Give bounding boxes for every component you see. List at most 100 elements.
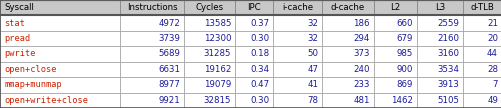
Text: 5105: 5105	[436, 96, 458, 105]
Bar	[235, 77, 273, 93]
Bar	[416, 15, 462, 31]
Bar	[0, 15, 120, 31]
Text: Instructions: Instructions	[126, 3, 177, 12]
Bar	[184, 46, 235, 62]
Text: 8977: 8977	[158, 80, 180, 89]
Text: 0.47: 0.47	[249, 80, 269, 89]
Bar	[273, 46, 322, 62]
Text: 186: 186	[353, 19, 369, 28]
Bar	[462, 15, 501, 31]
Text: 28: 28	[486, 65, 497, 74]
Bar	[462, 0, 501, 15]
Bar	[322, 0, 373, 15]
Bar	[416, 93, 462, 108]
Text: open+close: open+close	[4, 65, 57, 74]
Text: 900: 900	[396, 65, 412, 74]
Text: 47: 47	[307, 65, 318, 74]
Bar	[373, 62, 416, 77]
Text: open+write+close: open+write+close	[4, 96, 88, 105]
Text: 2559: 2559	[436, 19, 458, 28]
Text: 41: 41	[307, 80, 318, 89]
Text: 0.30: 0.30	[249, 34, 269, 43]
Bar	[120, 31, 184, 46]
Bar	[235, 15, 273, 31]
Bar	[235, 31, 273, 46]
Bar	[373, 93, 416, 108]
Bar	[416, 31, 462, 46]
Text: 13585: 13585	[203, 19, 231, 28]
Text: 2160: 2160	[436, 34, 458, 43]
Bar	[373, 31, 416, 46]
Bar	[373, 46, 416, 62]
Bar	[184, 0, 235, 15]
Bar	[462, 93, 501, 108]
Bar	[416, 0, 462, 15]
Bar	[184, 31, 235, 46]
Text: 3160: 3160	[436, 49, 458, 59]
Text: mmap+munmap: mmap+munmap	[4, 80, 62, 89]
Bar	[373, 77, 416, 93]
Bar	[235, 93, 273, 108]
Bar	[273, 15, 322, 31]
Text: 660: 660	[396, 19, 412, 28]
Bar	[120, 77, 184, 93]
Text: 679: 679	[396, 34, 412, 43]
Bar	[0, 62, 120, 77]
Text: d-cache: d-cache	[330, 3, 364, 12]
Text: 869: 869	[396, 80, 412, 89]
Bar	[273, 0, 322, 15]
Bar	[416, 62, 462, 77]
Bar	[184, 15, 235, 31]
Bar	[120, 0, 184, 15]
Bar	[416, 46, 462, 62]
Text: 0.37: 0.37	[249, 19, 269, 28]
Text: 19162: 19162	[203, 65, 231, 74]
Text: i-cache: i-cache	[282, 3, 313, 12]
Bar	[0, 0, 120, 15]
Text: 4972: 4972	[158, 19, 180, 28]
Text: L2: L2	[390, 3, 400, 12]
Text: Syscall: Syscall	[4, 3, 34, 12]
Bar	[0, 77, 120, 93]
Bar	[0, 46, 120, 62]
Bar	[0, 31, 120, 46]
Text: 32: 32	[307, 19, 318, 28]
Bar	[416, 77, 462, 93]
Bar	[322, 15, 373, 31]
Text: 0.34: 0.34	[249, 65, 269, 74]
Text: 481: 481	[353, 96, 369, 105]
Text: 32: 32	[307, 34, 318, 43]
Text: 78: 78	[307, 96, 318, 105]
Text: 294: 294	[353, 34, 369, 43]
Text: 9921: 9921	[158, 96, 180, 105]
Text: L3: L3	[434, 3, 444, 12]
Bar	[462, 62, 501, 77]
Text: 49: 49	[486, 96, 497, 105]
Text: pwrite: pwrite	[4, 49, 36, 59]
Text: 6631: 6631	[158, 65, 180, 74]
Bar	[235, 62, 273, 77]
Text: 3913: 3913	[436, 80, 458, 89]
Bar	[120, 15, 184, 31]
Text: 985: 985	[396, 49, 412, 59]
Bar	[273, 93, 322, 108]
Text: 50: 50	[307, 49, 318, 59]
Text: 31285: 31285	[203, 49, 231, 59]
Text: 240: 240	[353, 65, 369, 74]
Bar	[184, 93, 235, 108]
Bar	[235, 46, 273, 62]
Bar	[462, 46, 501, 62]
Bar	[120, 93, 184, 108]
Bar	[120, 46, 184, 62]
Text: pread: pread	[4, 34, 30, 43]
Text: 20: 20	[486, 34, 497, 43]
Text: 233: 233	[353, 80, 369, 89]
Text: IPC: IPC	[247, 3, 261, 12]
Text: 3739: 3739	[158, 34, 180, 43]
Text: 7: 7	[491, 80, 497, 89]
Bar	[120, 62, 184, 77]
Text: 0.30: 0.30	[249, 96, 269, 105]
Text: 32815: 32815	[203, 96, 231, 105]
Bar	[0, 93, 120, 108]
Bar	[184, 62, 235, 77]
